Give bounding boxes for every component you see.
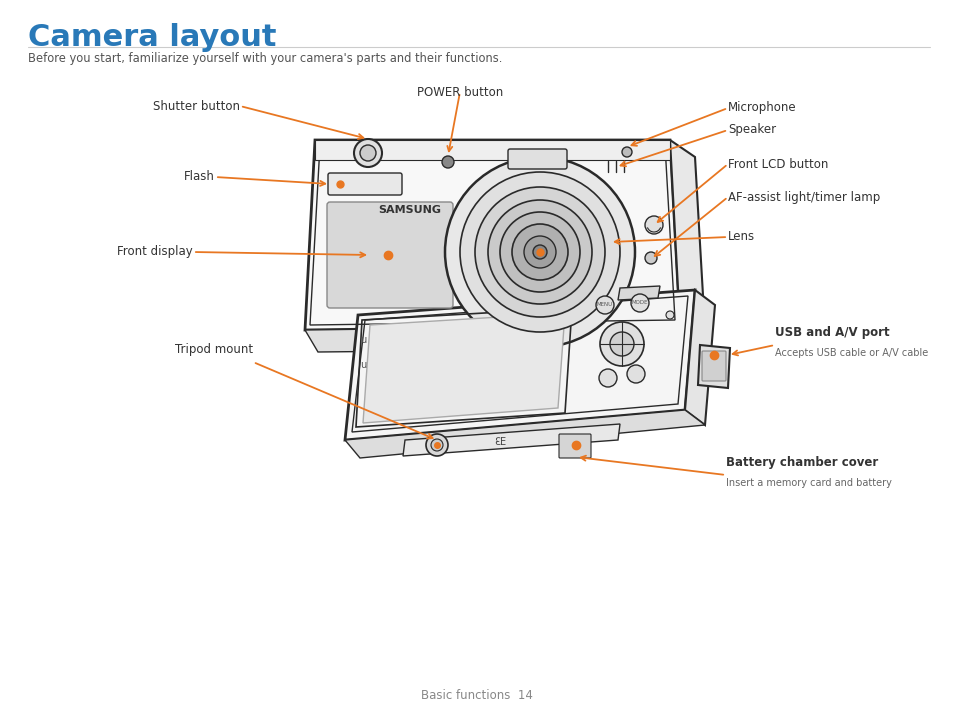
Circle shape — [499, 212, 579, 292]
Text: Flash: Flash — [184, 171, 214, 184]
Text: Camera layout: Camera layout — [28, 23, 276, 52]
Text: Shutter button: Shutter button — [152, 99, 240, 112]
Polygon shape — [345, 410, 704, 458]
Text: Battery chamber cover: Battery chamber cover — [725, 456, 878, 469]
Text: Tripod mount: Tripod mount — [174, 343, 253, 356]
Text: Insert a memory card and battery: Insert a memory card and battery — [725, 478, 891, 488]
Circle shape — [488, 200, 592, 304]
Text: SAMSUNG: SAMSUNG — [378, 205, 441, 215]
Text: AF-assist light/timer lamp: AF-assist light/timer lamp — [727, 191, 880, 204]
Text: MODE: MODE — [631, 300, 648, 305]
Polygon shape — [305, 325, 704, 352]
FancyBboxPatch shape — [327, 202, 453, 308]
Circle shape — [609, 332, 634, 356]
Polygon shape — [698, 345, 729, 388]
Text: USB and A/V port: USB and A/V port — [774, 326, 889, 339]
FancyBboxPatch shape — [507, 149, 566, 169]
Circle shape — [459, 172, 619, 332]
Text: Lens: Lens — [727, 230, 755, 243]
Circle shape — [533, 245, 546, 259]
Text: u: u — [359, 360, 366, 370]
Text: u: u — [359, 335, 366, 345]
Circle shape — [598, 369, 617, 387]
FancyBboxPatch shape — [328, 173, 401, 195]
FancyBboxPatch shape — [558, 434, 590, 458]
Circle shape — [630, 294, 648, 312]
Polygon shape — [684, 290, 714, 425]
Text: Basic functions  14: Basic functions 14 — [420, 689, 533, 702]
Text: Speaker: Speaker — [727, 124, 776, 137]
Text: ℇE: ℇE — [494, 437, 505, 447]
Text: Front LCD button: Front LCD button — [727, 158, 827, 171]
Circle shape — [426, 434, 448, 456]
Circle shape — [665, 311, 673, 319]
Polygon shape — [345, 290, 695, 440]
Text: MENU: MENU — [597, 302, 613, 307]
Circle shape — [596, 296, 614, 314]
Circle shape — [354, 139, 381, 167]
Circle shape — [441, 156, 454, 168]
Circle shape — [626, 365, 644, 383]
Text: Accepts USB cable or A/V cable: Accepts USB cable or A/V cable — [774, 348, 927, 358]
Polygon shape — [305, 140, 679, 330]
Circle shape — [444, 157, 635, 347]
Text: Front display: Front display — [117, 246, 193, 258]
Text: Before you start, familiarize yourself with your camera's parts and their functi: Before you start, familiarize yourself w… — [28, 52, 502, 65]
Polygon shape — [314, 140, 669, 160]
Text: POWER button: POWER button — [416, 86, 502, 99]
Circle shape — [431, 439, 442, 451]
Circle shape — [644, 252, 657, 264]
Circle shape — [644, 216, 662, 234]
Polygon shape — [363, 313, 564, 423]
Circle shape — [512, 224, 567, 280]
Circle shape — [621, 147, 631, 157]
Circle shape — [475, 187, 604, 317]
Circle shape — [599, 322, 643, 366]
Text: Microphone: Microphone — [727, 102, 796, 114]
Circle shape — [359, 145, 375, 161]
Circle shape — [523, 236, 556, 268]
FancyBboxPatch shape — [701, 351, 725, 381]
Polygon shape — [618, 286, 659, 300]
Polygon shape — [669, 140, 704, 330]
Polygon shape — [402, 424, 619, 456]
